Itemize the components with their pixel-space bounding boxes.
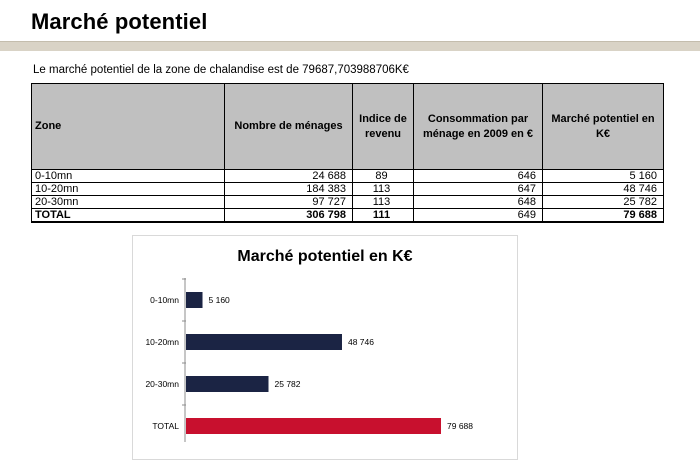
header-households: Nombre de ménages: [224, 83, 353, 170]
title-divider: [0, 41, 700, 51]
cell-consumption: 649: [413, 208, 543, 223]
value-label: 25 782: [275, 379, 301, 389]
header-consumption: Consommation par ménage en 2009 en €: [413, 83, 543, 170]
cell-consumption: 646: [413, 169, 543, 183]
bar-10-20mn: [186, 334, 342, 350]
cell-market: 25 782: [542, 195, 664, 209]
cell-income-index: 113: [352, 195, 414, 209]
bar-chart-svg: Marché potentiel en K€ 0-10mn 5 160 10-20m…: [145, 248, 473, 442]
cell-households: 306 798: [224, 208, 353, 223]
cell-income-index: 113: [352, 182, 414, 196]
cell-households: 24 688: [224, 169, 353, 183]
cell-market: 79 688: [542, 208, 664, 223]
page-title: Marché potentiel: [31, 9, 208, 34]
intro-text: Le marché potentiel de la zone de chalan…: [33, 64, 409, 76]
category-label: 20-30mn: [145, 379, 179, 389]
cell-market: 48 746: [542, 182, 664, 196]
bars-layer: 0-10mn 5 160 10-20mn 48 746 20-30mn 25 782 TOT…: [145, 278, 473, 434]
category-label: 0-10mn: [150, 295, 179, 305]
category-label: TOTAL: [152, 421, 179, 431]
cell-zone: TOTAL: [31, 208, 225, 223]
cell-consumption: 647: [413, 182, 543, 196]
cell-households: 184 383: [224, 182, 353, 196]
bar-0-10mn: [186, 292, 203, 308]
bar-total: [186, 418, 442, 434]
cell-households: 97 727: [224, 195, 353, 209]
value-label: 48 746: [348, 337, 374, 347]
table-total-row: TOTAL 306 798 111 649 79 688: [31, 208, 664, 223]
value-label: 5 160: [209, 295, 231, 305]
table-row: 0-10mn 24 688 89 646 5 160: [31, 169, 664, 183]
cell-zone: 10-20mn: [31, 182, 225, 196]
header-income-index: Indice de revenu: [352, 83, 414, 170]
market-table: Zone Nombre de ménages Indice de revenu …: [31, 83, 664, 223]
cell-market: 5 160: [542, 169, 664, 183]
bar-20-30mn: [186, 376, 269, 392]
bar-chart: Marché potentiel en K€ 0-10mn 5 160 10-20m…: [132, 235, 518, 460]
chart-title: Marché potentiel en K€: [237, 248, 412, 265]
cell-income-index: 89: [352, 169, 414, 183]
table-row: 10-20mn 184 383 113 647 48 746: [31, 182, 664, 196]
table-header-row: Zone Nombre de ménages Indice de revenu …: [31, 83, 664, 170]
header-market: Marché potentiel en K€: [542, 83, 664, 170]
cell-income-index: 111: [352, 208, 414, 223]
cell-zone: 20-30mn: [31, 195, 225, 209]
cell-zone: 0-10mn: [31, 169, 225, 183]
table-row: 20-30mn 97 727 113 648 25 782: [31, 195, 664, 209]
value-label: 79 688: [447, 421, 473, 431]
category-label: 10-20mn: [145, 337, 179, 347]
cell-consumption: 648: [413, 195, 543, 209]
header-zone: Zone: [31, 83, 225, 170]
